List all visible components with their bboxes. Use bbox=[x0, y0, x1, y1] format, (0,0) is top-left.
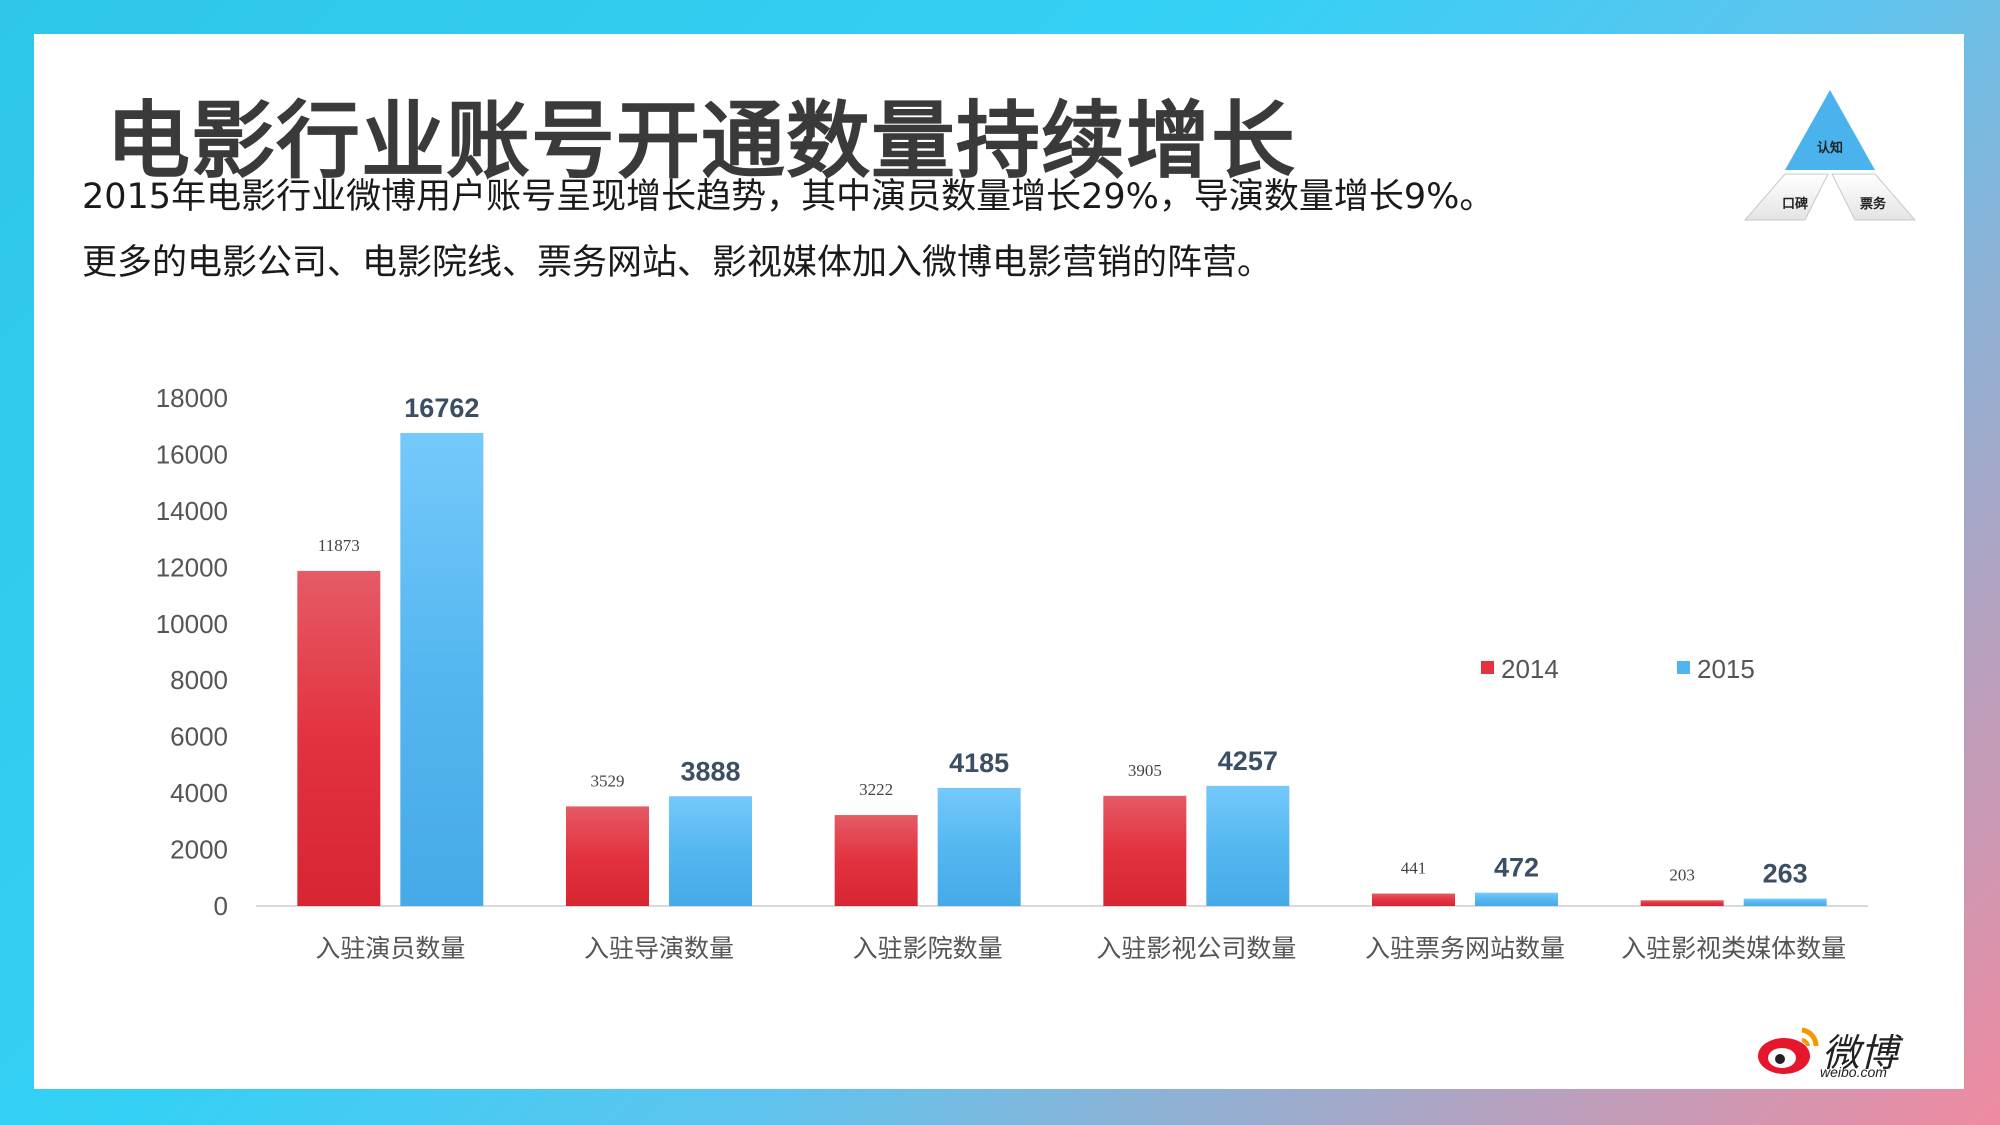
triangle-right-label: 票务 bbox=[1860, 196, 1887, 212]
bar-2015-2 bbox=[669, 796, 752, 906]
data-label-2015: 4257 bbox=[1218, 746, 1278, 776]
y-tick-label: 10000 bbox=[156, 609, 228, 639]
triangle-left-label: 口碑 bbox=[1782, 196, 1808, 212]
y-tick-label: 18000 bbox=[156, 383, 228, 413]
triangle-right-segment bbox=[1831, 173, 1917, 221]
legend-label-2014: 2014 bbox=[1501, 654, 1559, 684]
weibo-logo-icon bbox=[1758, 1027, 1819, 1074]
subtitle-line-1: 2015年电影行业微博用户账号呈现增长趋势，其中演员数量增长29%，导演数量增长… bbox=[82, 177, 1495, 217]
y-tick-label: 0 bbox=[214, 891, 228, 921]
page-title: 电影行业账号开通数量持续增长 bbox=[106, 92, 1297, 190]
bar-2014-1 bbox=[297, 570, 381, 906]
y-tick-label: 16000 bbox=[156, 439, 228, 469]
bars-group: 11873 16762 3529 3888 3222 4185 3905 4257 441 472… bbox=[297, 393, 1827, 906]
legend-swatch-2015 bbox=[1677, 661, 1690, 674]
bar-2015-6 bbox=[1743, 898, 1827, 906]
data-label-2015: 16762 bbox=[404, 393, 479, 423]
bar-2015-3 bbox=[937, 787, 1021, 906]
data-label-2014: 203 bbox=[1669, 865, 1695, 884]
data-label-2015: 472 bbox=[1494, 853, 1539, 883]
data-label-2014: 11873 bbox=[318, 536, 360, 555]
legend-label-2015: 2015 bbox=[1697, 654, 1755, 684]
data-label-2015: 3888 bbox=[680, 756, 740, 786]
category-label: 入驻影院数量 bbox=[853, 934, 1003, 963]
data-label-2015: 4185 bbox=[949, 748, 1009, 778]
category-label: 入驻导演数量 bbox=[584, 934, 734, 963]
y-tick-label: 4000 bbox=[170, 778, 228, 808]
data-label-2015: 263 bbox=[1763, 859, 1808, 889]
y-tick-label: 6000 bbox=[170, 722, 228, 752]
data-label-2014: 3905 bbox=[1128, 761, 1162, 780]
legend: 2014 2015 bbox=[1481, 654, 1755, 684]
y-tick-label: 12000 bbox=[156, 552, 228, 582]
subtitle-line-2: 更多的电影公司、电影院线、票务网站、影视媒体加入微博电影营销的阵营。 bbox=[82, 243, 1273, 283]
x-axis: 入驻演员数量 入驻导演数量 入驻影院数量 入驻影视公司数量 入驻票务网站数量 入驻影视类媒… bbox=[315, 934, 1846, 963]
category-label: 入驻影视公司数量 bbox=[1096, 934, 1296, 963]
category-label: 入驻影视类媒体数量 bbox=[1621, 934, 1846, 963]
bar-2014-6 bbox=[1640, 900, 1724, 906]
bar-2014-5 bbox=[1372, 893, 1455, 906]
weibo-logo-text: 微博 bbox=[1822, 1031, 1899, 1075]
legend-swatch-2014 bbox=[1481, 661, 1494, 674]
y-tick-label: 14000 bbox=[156, 496, 228, 526]
y-tick-label: 8000 bbox=[170, 665, 228, 695]
bar-2014-4 bbox=[1103, 795, 1187, 906]
y-tick-label: 2000 bbox=[170, 835, 228, 865]
bar-2015-5 bbox=[1475, 892, 1558, 906]
triangle-left-segment bbox=[1743, 173, 1829, 221]
data-label-2014: 3529 bbox=[591, 771, 625, 790]
y-axis: 0 2000 4000 6000 8000 10000 12000 14000 16000 180… bbox=[156, 383, 1868, 921]
triangle-top-label: 认知 bbox=[1817, 140, 1843, 156]
bar-2015-4 bbox=[1206, 785, 1290, 906]
bar-2014-3 bbox=[834, 815, 918, 906]
triangle-badge: 认知 口碑 票务 bbox=[1743, 90, 1917, 221]
category-label: 入驻票务网站数量 bbox=[1365, 934, 1565, 963]
bar-2015-1 bbox=[400, 432, 484, 906]
weibo-logo-url: weibo.com bbox=[1820, 1064, 1887, 1080]
category-label: 入驻演员数量 bbox=[315, 934, 465, 963]
bar-2014-2 bbox=[566, 806, 649, 906]
data-label-2014: 441 bbox=[1401, 859, 1427, 878]
slide-canvas: 电影行业账号开通数量持续增长 bbox=[34, 34, 1964, 1089]
data-label-2014: 3222 bbox=[859, 780, 893, 799]
triangle-top-segment bbox=[1785, 90, 1875, 170]
